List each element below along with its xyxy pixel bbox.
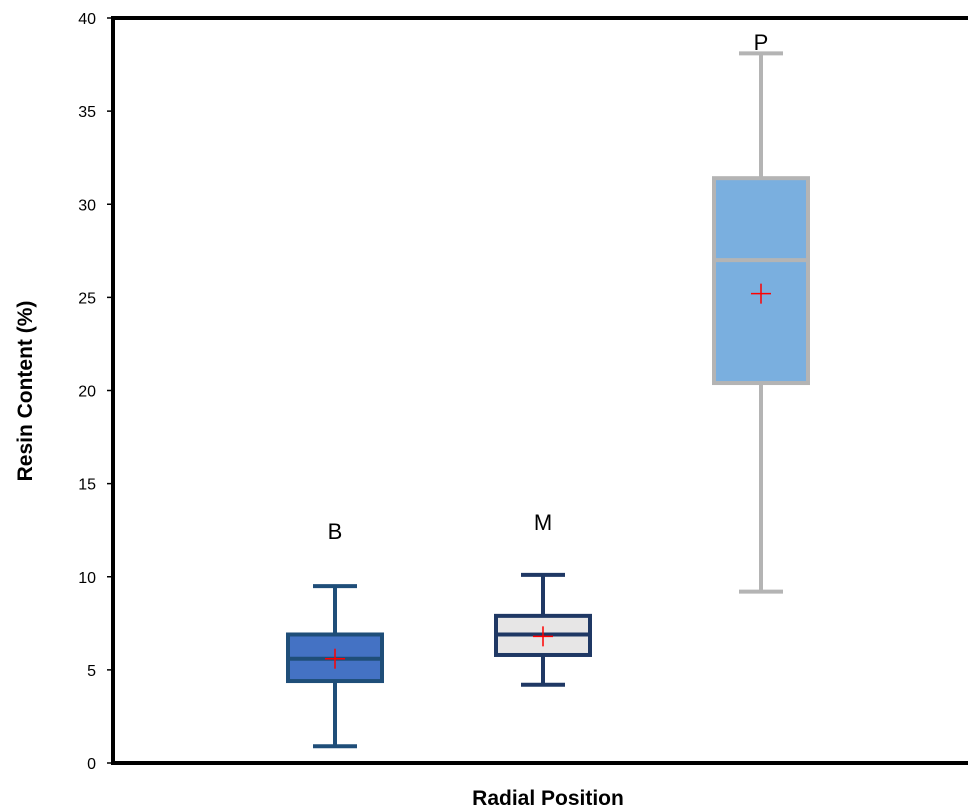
group-label: M	[534, 510, 552, 535]
box-M: M	[494, 510, 592, 687]
y-tick-label: 25	[78, 290, 96, 307]
boxes: B M P	[286, 30, 810, 749]
mean-marker	[325, 648, 345, 669]
box-P: P	[712, 30, 810, 594]
y-axis: 0 5 10 15 20 25 30 35 40	[78, 11, 113, 773]
iqr-box	[712, 176, 810, 386]
x-axis-title: Radial Position	[472, 787, 624, 810]
mean-marker	[751, 283, 771, 304]
y-tick-label: 30	[78, 197, 96, 214]
y-tick-label: 20	[78, 384, 96, 401]
y-tick-label: 15	[78, 477, 96, 494]
y-tick-label: 40	[78, 11, 96, 28]
box-B: B	[286, 519, 384, 749]
y-tick-label: 5	[87, 663, 96, 680]
y-tick-label: 10	[78, 570, 96, 587]
group-label: P	[754, 30, 769, 55]
y-tick-label: 35	[78, 104, 96, 121]
y-tick-label: 0	[87, 756, 96, 773]
y-axis-title: Resin Content (%)	[14, 301, 37, 482]
group-label: B	[328, 519, 343, 544]
mean-marker	[533, 626, 553, 647]
